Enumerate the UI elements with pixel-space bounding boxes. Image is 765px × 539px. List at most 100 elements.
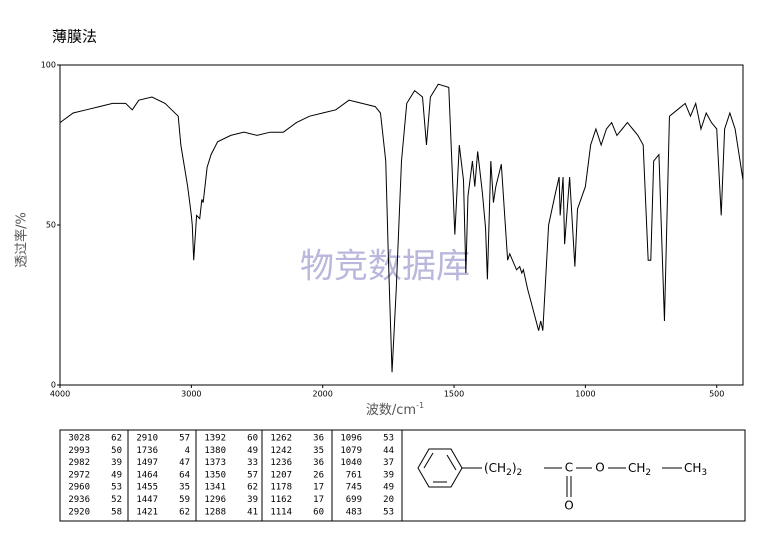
table-wavenumber: 1380 xyxy=(204,446,226,456)
table-wavenumber: 2936 xyxy=(68,495,90,505)
table-wavenumber: 2982 xyxy=(68,458,90,468)
y-tick-label: 100 xyxy=(41,61,56,70)
x-tick-label: 2000 xyxy=(313,390,333,399)
table-transmittance: 59 xyxy=(179,495,190,505)
atom-text: ) xyxy=(512,461,517,475)
table-wavenumber: 2960 xyxy=(68,483,90,493)
table-wavenumber: 1079 xyxy=(340,446,362,456)
atom-text: CH xyxy=(628,461,645,475)
table-wavenumber: 2972 xyxy=(68,470,90,480)
table-wavenumber: 483 xyxy=(346,507,362,517)
ring-double-bond xyxy=(423,452,434,469)
table-wavenumber: 3028 xyxy=(68,434,90,444)
table-transmittance: 62 xyxy=(247,483,258,493)
table-transmittance: 62 xyxy=(111,434,122,444)
peak-table xyxy=(59,429,746,522)
table-wavenumber: 1178 xyxy=(270,483,292,493)
table-transmittance: 39 xyxy=(111,458,122,468)
atom-label: O xyxy=(564,499,573,513)
x-tick-label: 500 xyxy=(709,390,724,399)
table-transmittance: 53 xyxy=(383,434,394,444)
atom-label: CH3 xyxy=(684,461,707,478)
table-transmittance: 49 xyxy=(111,470,122,480)
atom-sub: 3 xyxy=(701,468,707,478)
structure xyxy=(417,448,682,497)
table-wavenumber: 1262 xyxy=(270,434,292,444)
spectrum-line xyxy=(59,83,744,373)
table-transmittance: 36 xyxy=(313,434,324,444)
table-wavenumber: 1341 xyxy=(204,483,226,493)
atom-label: O xyxy=(595,461,604,475)
structure-labels: (CH2)2 C O CH2 CH3 O xyxy=(484,461,707,513)
y-tick-label: 50 xyxy=(46,221,56,230)
table-wavenumber: 1392 xyxy=(204,434,226,444)
table-transmittance: 39 xyxy=(383,470,394,480)
table-wavenumber: 1497 xyxy=(136,458,158,468)
atom-sub: 2 xyxy=(517,468,523,478)
atom-label: (CH2)2 xyxy=(484,461,522,478)
table-wavenumber: 1236 xyxy=(270,458,292,468)
table-wavenumber: 1207 xyxy=(270,470,292,480)
table-wavenumber: 1421 xyxy=(136,507,158,517)
table-transmittance: 60 xyxy=(247,434,258,444)
table-wavenumber: 699 xyxy=(346,495,362,505)
table-transmittance: 57 xyxy=(179,434,190,444)
x-tick-label: 1500 xyxy=(444,390,464,399)
benzene-ring xyxy=(417,448,463,488)
watermark: 物竞数据库 xyxy=(300,247,470,287)
table-transmittance: 60 xyxy=(313,507,324,517)
table-wavenumber: 1447 xyxy=(136,495,158,505)
table-transmittance: 50 xyxy=(111,446,122,456)
table-wavenumber: 1288 xyxy=(204,507,226,517)
table-transmittance: 17 xyxy=(313,495,324,505)
table-transmittance: 47 xyxy=(179,458,190,468)
table-transmittance: 4 xyxy=(185,446,190,456)
page-title: 薄膜法 xyxy=(52,28,97,46)
table-transmittance: 49 xyxy=(247,446,258,456)
table-wavenumber: 1455 xyxy=(136,483,158,493)
table-transmittance: 35 xyxy=(313,446,324,456)
table-transmittance: 41 xyxy=(247,507,258,517)
table-wavenumber: 1736 xyxy=(136,446,158,456)
x-tick-label: 4000 xyxy=(50,390,70,399)
table-transmittance: 53 xyxy=(111,483,122,493)
table-transmittance: 53 xyxy=(383,507,394,517)
table-wavenumber: 1162 xyxy=(270,495,292,505)
atom-label: CH2 xyxy=(628,461,651,478)
table-wavenumber: 1096 xyxy=(340,434,362,444)
x-axis-label-sup: -1 xyxy=(416,401,424,410)
table-transmittance: 20 xyxy=(383,495,394,505)
atom-label: C xyxy=(565,461,573,475)
table-wavenumber: 1350 xyxy=(204,470,226,480)
table-transmittance: 64 xyxy=(179,470,190,480)
atom-sub: 2 xyxy=(506,468,512,478)
atom-sub: 2 xyxy=(645,468,651,478)
ring-double-bond xyxy=(446,454,457,471)
table-transmittance: 33 xyxy=(247,458,258,468)
x-axis-label: 波数/cm-1 xyxy=(366,401,424,418)
table-transmittance: 57 xyxy=(247,470,258,480)
table-transmittance: 52 xyxy=(111,495,122,505)
table-wavenumber: 745 xyxy=(346,483,362,493)
table-transmittance: 58 xyxy=(111,507,122,517)
y-tick-label: 0 xyxy=(51,381,56,390)
atom-text: (CH xyxy=(484,461,506,475)
atom-text: CH xyxy=(684,461,701,475)
table-wavenumber: 1040 xyxy=(340,458,362,468)
table-wavenumber: 1296 xyxy=(204,495,226,505)
table-transmittance: 36 xyxy=(313,458,324,468)
table-transmittance: 37 xyxy=(383,458,394,468)
table-transmittance: 44 xyxy=(383,446,394,456)
table-wavenumber: 2920 xyxy=(68,507,90,517)
x-tick-label: 3000 xyxy=(181,390,201,399)
table-wavenumber: 1464 xyxy=(136,470,158,480)
table-transmittance: 39 xyxy=(247,495,258,505)
x-tick-label: 1000 xyxy=(575,390,595,399)
table-transmittance: 35 xyxy=(179,483,190,493)
table-transmittance: 49 xyxy=(383,483,394,493)
table-wavenumber: 1242 xyxy=(270,446,292,456)
plot-frame xyxy=(59,64,744,386)
table-wavenumber: 2910 xyxy=(136,434,158,444)
